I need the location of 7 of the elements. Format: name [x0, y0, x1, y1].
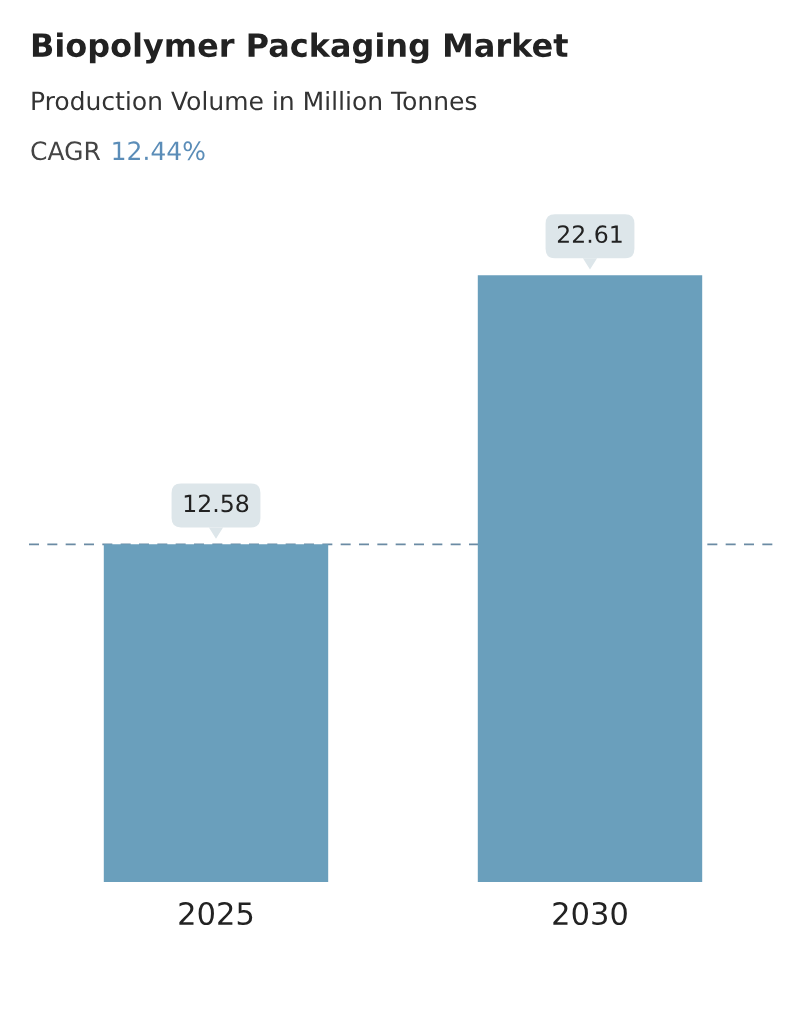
data-label: 12.58: [184, 494, 249, 513]
x-tick-label: 2025: [179, 901, 253, 926]
text: CAGR 12.44%: [31, 141, 205, 161]
chart-title: Biopolymer Packaging Market: [32, 32, 568, 64]
chart-subtitle: Production Volume in Million Tonnes: [32, 90, 477, 111]
data-label: 22.61: [557, 225, 622, 244]
x-tick-label: 2030: [553, 901, 627, 926]
